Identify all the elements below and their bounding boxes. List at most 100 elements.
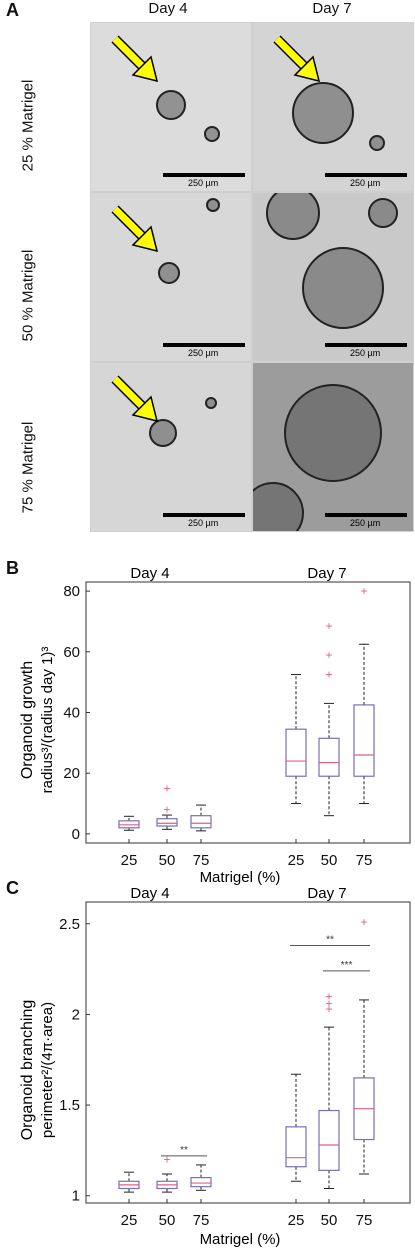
significance-label: ** (326, 935, 334, 946)
micrograph-cell: 250 µm (252, 362, 414, 532)
yellow-arrow-icon (273, 35, 321, 83)
y-tick-label: 40 (63, 705, 80, 722)
organoid-blob (158, 262, 180, 284)
outlier-marker: + (360, 915, 367, 929)
micrograph-image (253, 384, 382, 531)
micrograph-grid: 250 µm 250 µm 250 µm 250 µm 250 µm 250 µm (90, 22, 414, 532)
chart-b-group-label-day7: Day 7 (307, 565, 346, 582)
organoid-blob (205, 397, 217, 409)
chart-b-group-label-day4: Day 4 (130, 565, 169, 582)
outlier-marker: + (325, 997, 332, 1011)
scale-bar (163, 343, 245, 347)
organoid-blob (206, 198, 220, 212)
box (318, 737, 340, 777)
chart-b-y-axis-label-line2: radius³/(radius day 1)³ (39, 647, 56, 794)
x-tick-label: 25 (121, 852, 138, 869)
chart-c-x-axis-label: Matrigel (%) (200, 1231, 281, 1248)
outlier-marker: + (163, 781, 170, 795)
plot-frame (85, 901, 411, 1204)
chart-b-x-axis-label: Matrigel (%) (200, 869, 281, 886)
chart-b-y-axis-label-line1: Organoid growth (19, 661, 36, 779)
organoid-blob (253, 482, 304, 531)
organoid-blob (302, 247, 384, 329)
micrograph-cell: 250 µm (252, 192, 414, 362)
box (285, 1126, 307, 1168)
x-tick-label: 25 (121, 1212, 138, 1229)
scale-bar (163, 513, 245, 517)
outlier-marker: + (325, 648, 332, 662)
significance-label: *** (341, 960, 353, 971)
yellow-arrow-icon (111, 205, 159, 253)
y-tick-label: 2 (72, 1006, 80, 1023)
chart-c-y-axis-label-line2: perimeter²/(4π·area) (39, 1002, 56, 1138)
organoid-blob (292, 82, 354, 144)
organoid-blob (369, 135, 385, 151)
scale-bar-label: 250 µm (188, 518, 219, 528)
x-tick-label: 75 (193, 1212, 210, 1229)
significance-label: ** (180, 1145, 188, 1156)
x-tick-label: 25 (288, 852, 305, 869)
yellow-arrow-icon (111, 35, 159, 83)
box (285, 728, 307, 777)
organoid-blob (204, 126, 220, 142)
outlier-marker: + (325, 989, 332, 1003)
micrograph-image (111, 198, 220, 284)
scale-bar-label: 250 µm (350, 178, 381, 188)
micrograph-image (273, 35, 385, 151)
organoid-blob (284, 384, 382, 482)
organoid-blob (266, 193, 320, 240)
chart-c-y-axis-label-line1: Organoid branching (19, 1000, 36, 1141)
micrograph-cell: 250 µm (90, 362, 252, 532)
chart-c-group-label-day4: Day 4 (130, 885, 169, 902)
column-header-day7: Day 7 (312, 0, 352, 17)
chart-c-organoid-branching: Day 4 Day 7 Matrigel (%) Organoid branch… (19, 885, 411, 1248)
box (156, 818, 178, 827)
x-tick-label: 25 (288, 1212, 305, 1229)
outlier-marker: + (163, 803, 170, 817)
outlier-marker: + (325, 1002, 332, 1016)
x-tick-label: 50 (159, 852, 176, 869)
outlier-marker: + (163, 1152, 170, 1166)
micrograph-image (111, 375, 217, 447)
panel-a-letter: A (6, 0, 19, 20)
x-tick-label: 50 (159, 1212, 176, 1229)
x-tick-label: 75 (193, 852, 210, 869)
row-label-75: 75 % Matrigel (19, 421, 37, 514)
outlier-marker: + (325, 668, 332, 682)
column-header-day4: Day 4 (148, 0, 188, 17)
outlier-marker: + (360, 584, 367, 598)
row-label-25: 25 % Matrigel (19, 79, 37, 172)
chart-c-group-label-day7: Day 7 (307, 885, 346, 902)
box (353, 704, 375, 777)
y-tick-label: 80 (63, 583, 80, 600)
panel-b-letter: B (6, 558, 19, 578)
scale-bar-label: 250 µm (188, 178, 219, 188)
scale-bar (163, 173, 245, 177)
y-tick-label: 60 (63, 644, 80, 661)
scale-bar (325, 173, 407, 177)
y-tick-label: 20 (63, 765, 80, 782)
y-tick-label: 2.5 (59, 916, 80, 933)
row-labels: 25 % Matrigel 50 % Matrigel 75 % Matrige… (0, 22, 95, 532)
row-label-50: 50 % Matrigel (19, 249, 37, 342)
x-tick-label: 50 (321, 1212, 338, 1229)
box (190, 815, 212, 829)
yellow-arrow-icon (111, 375, 159, 423)
organoid-blob (368, 198, 398, 228)
y-tick-label: 1 (72, 1188, 80, 1205)
y-tick-label: 1.5 (59, 1097, 80, 1114)
micrograph-image (111, 35, 220, 142)
y-tick-label: 0 (72, 826, 80, 843)
micrograph-image (266, 193, 398, 329)
scale-bar (325, 513, 407, 517)
x-tick-label: 75 (356, 1212, 373, 1229)
chart-b-organoid-growth: Day 4 Day 7 Matrigel (%) Organoid growth… (19, 565, 411, 886)
x-tick-label: 50 (321, 852, 338, 869)
panel-c-letter: C (6, 878, 19, 898)
scale-bar-label: 250 µm (350, 518, 381, 528)
scale-bar-label: 250 µm (188, 348, 219, 358)
scale-bar (325, 343, 407, 347)
scale-bar-label: 250 µm (350, 348, 381, 358)
outlier-marker: + (325, 619, 332, 633)
box (318, 1109, 340, 1171)
